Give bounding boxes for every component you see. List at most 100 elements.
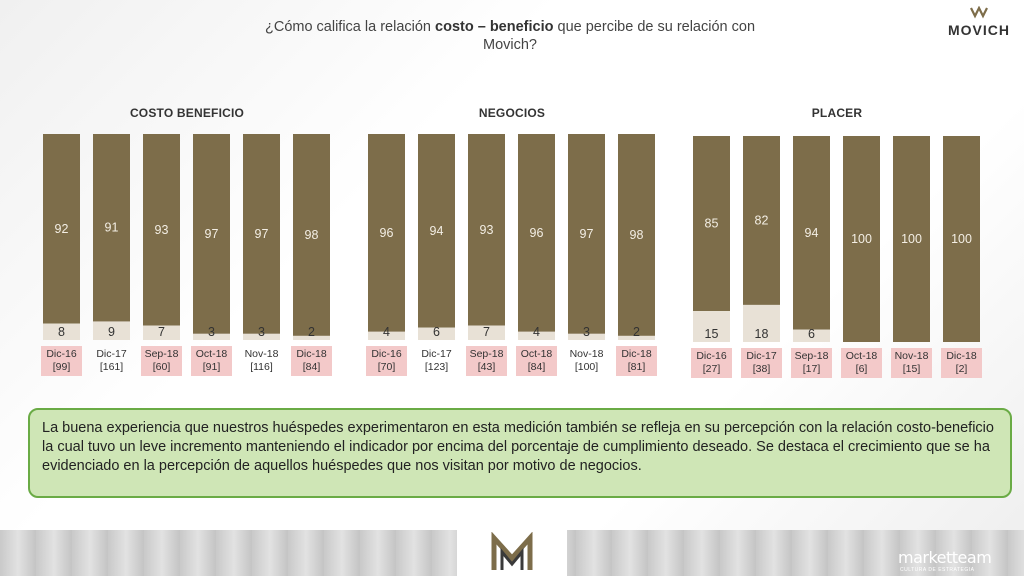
bar-positive-value-label: 100: [851, 232, 872, 246]
category-tick-label: Nov-18: [570, 348, 604, 360]
category-label-highlight: [41, 346, 82, 376]
category-base-label: [27]: [703, 363, 721, 375]
category-base-label: [123]: [425, 361, 448, 373]
bar-negative-value-label: 8: [58, 325, 65, 339]
category-tick-label: Nov-18: [245, 348, 279, 360]
movich-logo: [940, 6, 1018, 46]
bar-negative-value-label: 9: [108, 325, 115, 339]
category-label-highlight: [291, 346, 332, 376]
bar-negative-segment: [568, 333, 605, 340]
category-tick-label: Dic-17: [96, 348, 127, 360]
bar-negative-segment: [293, 335, 330, 340]
category-base-label: [81]: [628, 361, 646, 373]
bar-positive-value-label: 98: [305, 228, 319, 242]
bar-positive-segment: [418, 134, 455, 328]
bar-negative-value-label: 6: [808, 327, 815, 341]
marketteam-tagline: CULTURA DE ESTRATEGIA: [900, 567, 975, 573]
category-base-label: [15]: [903, 363, 921, 375]
bar-positive-value-label: 93: [155, 223, 169, 237]
bar-positive-value-label: 100: [951, 232, 972, 246]
bar-negative-segment: [243, 333, 280, 340]
category-tick-label: Oct-18: [196, 348, 228, 360]
bar-positive-value-label: 91: [105, 221, 119, 235]
question-text-bold: costo – beneficio: [435, 19, 554, 35]
category-label-highlight: [366, 346, 407, 376]
bar-negative-segment: [93, 321, 130, 340]
category-label-highlight: [841, 348, 882, 378]
bar-negative-segment: [518, 331, 555, 340]
category-tick-label: Sep-18: [470, 348, 504, 360]
category-tick-label: Dic-18: [296, 348, 327, 360]
panel-title-negocios: NEGOCIOS: [478, 106, 546, 120]
bar-positive-segment: [93, 134, 130, 322]
category-label-highlight: [941, 348, 982, 378]
bar-negative-segment: [143, 325, 180, 340]
bar-positive-segment: [193, 134, 230, 334]
category-base-label: [2]: [956, 363, 968, 375]
category-tick-label: Sep-18: [795, 350, 829, 362]
bar-positive-value-label: 97: [255, 227, 269, 241]
category-tick-label: Nov-18: [895, 350, 929, 362]
bar-negative-segment: [193, 333, 230, 340]
category-base-label: [38]: [753, 363, 771, 375]
bar-negative-value-label: 3: [583, 325, 590, 339]
bar-negative-value-label: 4: [533, 325, 540, 339]
bar-positive-segment: [568, 134, 605, 334]
bar-positive-value-label: 98: [630, 228, 644, 242]
category-base-label: [161]: [100, 361, 123, 373]
category-base-label: [84]: [528, 361, 546, 373]
bar-negative-segment: [618, 335, 655, 340]
bar-positive-value-label: 94: [805, 226, 819, 240]
bar-negative-value-label: 2: [633, 325, 640, 339]
bar-positive-value-label: 82: [755, 213, 769, 227]
bar-negative-value-label: 7: [483, 325, 490, 339]
category-tick-label: Sep-18: [145, 348, 179, 360]
category-base-label: [70]: [378, 361, 396, 373]
bar-negative-segment: [418, 327, 455, 340]
question-text-start: ¿Cómo califica la relación: [264, 19, 436, 35]
category-tick-label: Dic-18: [621, 348, 652, 360]
bar-positive-segment: [793, 136, 830, 330]
category-label-highlight: [516, 346, 557, 376]
category-tick-label: Dic-16: [46, 348, 77, 360]
bar-positive-segment: [143, 134, 180, 326]
category-tick-label: Oct-18: [521, 348, 553, 360]
category-label-highlight: [891, 348, 932, 378]
bar-positive-value-label: 97: [205, 227, 219, 241]
category-base-label: [6]: [856, 363, 868, 375]
stacked-bar-charts: 928Dic-16[99]919Dic-17[161]937Sep-18[60]…: [41, 134, 982, 378]
bar-positive-value-label: 92: [55, 222, 69, 236]
bar-negative-segment: [368, 331, 405, 340]
bar-positive-segment: [293, 134, 330, 336]
category-base-label: [84]: [303, 361, 321, 373]
panel-title-placer: PLACER: [811, 106, 863, 120]
category-tick-label: Dic-16: [696, 350, 727, 362]
bar-negative-value-label: 4: [383, 325, 390, 339]
bar-negative-segment: [743, 304, 780, 342]
bar-negative-value-label: 3: [208, 325, 215, 339]
footer-logo-mark: [491, 532, 533, 570]
category-label-highlight: [791, 348, 832, 378]
category-label-highlight: [466, 346, 507, 376]
bar-negative-value-label: 7: [158, 325, 165, 339]
bar-positive-segment: [43, 134, 80, 324]
category-tick-label: Dic-17: [421, 348, 452, 360]
bar-negative-segment: [43, 323, 80, 340]
bar-positive-segment: [693, 136, 730, 312]
panel-title-costo-beneficio: COSTO BENEFICIO: [129, 106, 245, 120]
category-base-label: [100]: [575, 361, 598, 373]
bar-negative-value-label: 6: [433, 325, 440, 339]
bar-positive-segment: [618, 134, 655, 336]
category-label-highlight: [741, 348, 782, 378]
bar-positive-value-label: 85: [705, 217, 719, 231]
category-label-highlight: [691, 348, 732, 378]
category-label-highlight: [141, 346, 182, 376]
bar-negative-segment: [693, 311, 730, 342]
category-base-label: [99]: [53, 361, 71, 373]
commentary-box: La buena experiencia que nuestros huéspe…: [28, 408, 1012, 498]
bar-negative-segment: [793, 329, 830, 342]
category-tick-label: Dic-17: [746, 350, 777, 362]
footer-center-panel: [457, 530, 567, 576]
category-label-highlight: [616, 346, 657, 376]
category-base-label: [43]: [478, 361, 496, 373]
